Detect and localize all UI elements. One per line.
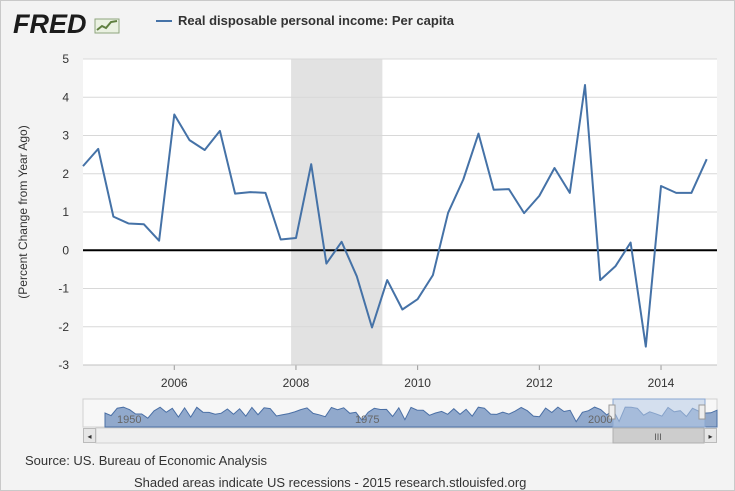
data-point[interactable] xyxy=(233,192,237,196)
logo-graph-icon xyxy=(94,18,120,34)
y-axis-label: (Percent Change from Year Ago) xyxy=(16,125,30,298)
legend-swatch xyxy=(156,19,172,22)
data-point[interactable] xyxy=(324,262,328,266)
data-point[interactable] xyxy=(370,326,374,330)
y-tick-label: 1 xyxy=(62,205,69,219)
legend-label: Real disposable personal income: Per cap… xyxy=(178,13,454,28)
navigator-label: 2000 xyxy=(588,414,612,426)
data-point[interactable] xyxy=(248,190,252,194)
data-point[interactable] xyxy=(172,112,176,116)
navigator-handle-left[interactable] xyxy=(608,404,616,420)
recession-note: Shaded areas indicate US recessions - 20… xyxy=(134,475,527,490)
data-point[interactable] xyxy=(279,238,283,242)
navigator-label: 1950 xyxy=(117,414,141,426)
data-point[interactable] xyxy=(583,83,587,87)
data-point[interactable] xyxy=(553,166,557,170)
y-tick-label: -2 xyxy=(58,320,69,334)
data-point[interactable] xyxy=(400,308,404,312)
data-point[interactable] xyxy=(629,241,633,245)
data-point[interactable] xyxy=(476,132,480,136)
data-point[interactable] xyxy=(522,211,526,215)
y-tick-label: 3 xyxy=(62,129,69,143)
data-point[interactable] xyxy=(446,211,450,215)
y-tick-label: 2 xyxy=(62,167,69,181)
data-point[interactable] xyxy=(187,138,191,142)
series-line[interactable] xyxy=(82,84,708,348)
logo-text: FRED xyxy=(13,9,87,39)
scrollbar-grip: III xyxy=(654,432,662,442)
data-point[interactable] xyxy=(537,194,541,198)
data-point[interactable] xyxy=(674,191,678,195)
data-point[interactable] xyxy=(659,184,663,188)
x-tick-label: 2006 xyxy=(161,376,188,390)
data-point[interactable] xyxy=(568,191,572,195)
scroll-left-button[interactable]: ◂ xyxy=(83,428,96,443)
y-tick-label: -3 xyxy=(58,358,69,372)
x-tick-label: 2010 xyxy=(404,376,431,390)
navigator-handle-right[interactable] xyxy=(698,404,706,420)
x-tick-label: 2014 xyxy=(648,376,675,390)
data-point[interactable] xyxy=(142,222,146,226)
data-point[interactable] xyxy=(416,297,420,301)
chart-legend[interactable]: Real disposable personal income: Per cap… xyxy=(156,13,454,28)
scroll-right-button[interactable]: ▸ xyxy=(704,428,717,443)
fred-logo: FRED xyxy=(13,9,122,40)
data-point[interactable] xyxy=(385,278,389,282)
y-tick-label: 5 xyxy=(62,52,69,66)
data-point[interactable] xyxy=(81,164,85,168)
data-point[interactable] xyxy=(203,148,207,152)
source-text: Source: US. Bureau of Economic Analysis xyxy=(25,453,268,468)
data-point[interactable] xyxy=(613,264,617,268)
data-point[interactable] xyxy=(431,273,435,277)
x-tick-label: 2008 xyxy=(283,376,310,390)
data-point[interactable] xyxy=(507,187,511,191)
data-point[interactable] xyxy=(461,177,465,181)
data-point[interactable] xyxy=(689,191,693,195)
data-point[interactable] xyxy=(264,191,268,195)
data-point[interactable] xyxy=(644,345,648,349)
navigator-label: 1975 xyxy=(355,414,379,426)
data-point[interactable] xyxy=(598,278,602,282)
y-tick-label: 0 xyxy=(62,243,69,257)
data-point[interactable] xyxy=(492,188,496,192)
data-point[interactable] xyxy=(96,147,100,151)
data-point[interactable] xyxy=(111,215,115,219)
line-chart[interactable]: -3 -2 -1 0 1 2 3 4 5 2006 2008 2010 2012 2014 (Percent… xyxy=(1,1,734,451)
y-tick-label: 4 xyxy=(62,90,69,104)
y-tick-label: -1 xyxy=(58,282,69,296)
data-point[interactable] xyxy=(355,274,359,278)
navigator-selection[interactable] xyxy=(612,398,706,428)
data-point[interactable] xyxy=(340,240,344,244)
data-point[interactable] xyxy=(705,157,709,161)
data-point[interactable] xyxy=(294,236,298,240)
data-point[interactable] xyxy=(157,239,161,243)
data-point[interactable] xyxy=(218,129,222,133)
data-point[interactable] xyxy=(127,221,131,225)
x-tick-label: 2012 xyxy=(526,376,553,390)
data-point[interactable] xyxy=(309,162,313,166)
